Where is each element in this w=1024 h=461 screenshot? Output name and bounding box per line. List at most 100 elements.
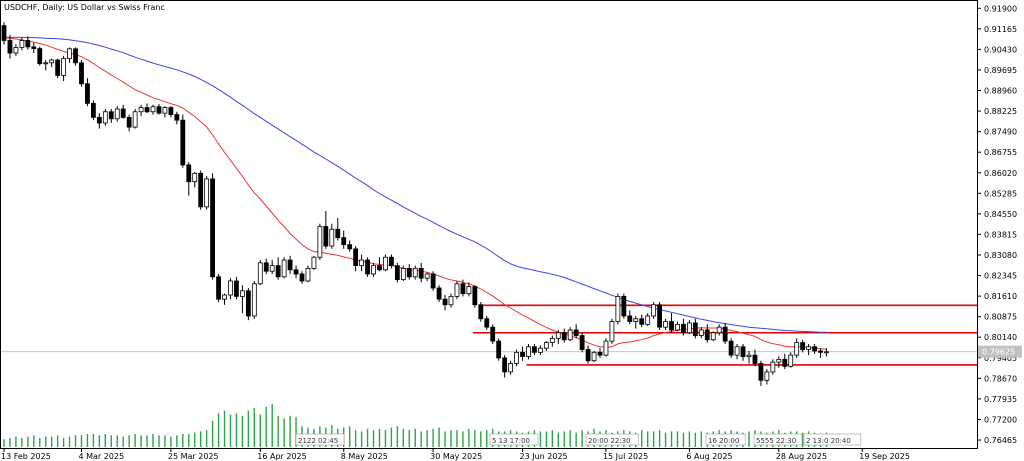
candle bbox=[788, 352, 794, 368]
x-tick-label: 8 May 2025 bbox=[341, 452, 388, 461]
y-tick-label: 0.85285 bbox=[984, 189, 1017, 198]
candle bbox=[329, 223, 335, 249]
candle bbox=[192, 171, 198, 188]
candle bbox=[764, 369, 770, 385]
candle-body-down bbox=[436, 287, 442, 300]
candle-body-up bbox=[794, 342, 800, 356]
candle-body-down bbox=[126, 116, 132, 128]
candle-body-up bbox=[716, 326, 722, 334]
candle-body-up bbox=[192, 172, 198, 183]
candle bbox=[794, 338, 800, 358]
candle bbox=[538, 345, 543, 356]
candle-body-down bbox=[406, 268, 412, 278]
candle bbox=[770, 359, 776, 375]
event-box bbox=[753, 433, 803, 446]
candle bbox=[126, 114, 132, 132]
event-box bbox=[295, 433, 345, 446]
candle bbox=[716, 324, 722, 336]
candle bbox=[651, 301, 657, 319]
x-tick-label: 28 Aug 2025 bbox=[776, 452, 827, 461]
candle bbox=[281, 257, 287, 279]
candle-body-down bbox=[1, 25, 7, 41]
candle bbox=[704, 324, 710, 343]
candle-body-up bbox=[269, 265, 275, 272]
candle-body-up bbox=[257, 262, 263, 285]
event-label: 5 13 17:00 bbox=[492, 437, 530, 445]
candle bbox=[812, 343, 817, 354]
candle-body-down bbox=[782, 358, 788, 367]
candle-body-up bbox=[764, 371, 770, 381]
candle-body-up bbox=[663, 321, 668, 328]
candle-body-down bbox=[85, 83, 90, 104]
candle bbox=[496, 338, 502, 361]
candle-body-up bbox=[424, 273, 430, 279]
y-tick-label: 0.83080 bbox=[984, 251, 1017, 260]
candlesticks bbox=[1, 22, 829, 386]
candle bbox=[388, 254, 394, 269]
y-tick-label: 0.91900 bbox=[984, 4, 1017, 13]
candle bbox=[31, 42, 37, 54]
candle bbox=[186, 162, 192, 196]
candle bbox=[359, 254, 365, 272]
candle bbox=[132, 108, 138, 129]
candle-body-down bbox=[460, 283, 466, 294]
candle bbox=[55, 58, 61, 79]
candle bbox=[567, 327, 573, 342]
candle bbox=[633, 315, 639, 329]
candle bbox=[585, 345, 591, 364]
candle bbox=[406, 264, 412, 280]
candle-body-up bbox=[317, 226, 323, 258]
candle bbox=[609, 318, 615, 344]
y-tick-label: 0.88225 bbox=[984, 107, 1017, 116]
candle bbox=[591, 350, 597, 363]
candle bbox=[120, 104, 126, 119]
candle bbox=[162, 106, 168, 118]
candle bbox=[323, 211, 329, 249]
candle bbox=[746, 350, 752, 364]
candle-body-up bbox=[448, 295, 454, 306]
candle bbox=[681, 318, 686, 336]
candle bbox=[222, 293, 227, 305]
candle bbox=[424, 272, 430, 282]
candle-body-down bbox=[627, 315, 633, 322]
candle bbox=[13, 44, 19, 56]
candle bbox=[85, 78, 90, 107]
candle-body-up bbox=[251, 283, 257, 317]
y-tick-label: 0.79405 bbox=[984, 354, 1017, 363]
event-box bbox=[705, 433, 746, 446]
candle bbox=[311, 255, 317, 270]
candle bbox=[377, 257, 382, 272]
candle bbox=[1, 22, 7, 45]
ma-slow-line bbox=[4, 36, 827, 333]
chart-title: USDCHF, Daily: US Dollar vs Swiss Franc bbox=[4, 3, 165, 12]
candle-body-up bbox=[538, 347, 543, 353]
candle-body-down bbox=[740, 346, 746, 357]
x-tick-label: 4 Mar 2025 bbox=[78, 452, 124, 461]
current-price-tag bbox=[978, 345, 1022, 358]
candle bbox=[514, 349, 519, 367]
candle bbox=[466, 282, 472, 297]
candle-body-down bbox=[79, 62, 84, 85]
current-price-label: 0.79625 bbox=[982, 348, 1015, 357]
candle bbox=[108, 108, 114, 123]
candle bbox=[639, 314, 645, 328]
candle-body-up bbox=[67, 48, 72, 60]
y-tick-label: 0.78670 bbox=[984, 374, 1017, 383]
candle-body-up bbox=[687, 322, 692, 334]
candle-body-up bbox=[806, 346, 811, 350]
y-tick-label: 0.86755 bbox=[984, 148, 1017, 157]
candle-body-up bbox=[549, 337, 555, 343]
candle-body-up bbox=[591, 351, 597, 362]
candle-body-up bbox=[114, 108, 120, 120]
candle bbox=[102, 108, 108, 126]
candle bbox=[287, 255, 293, 275]
candle-body-down bbox=[520, 351, 525, 357]
x-tick-label: 16 Apr 2025 bbox=[257, 452, 306, 461]
candle bbox=[216, 274, 221, 302]
candle bbox=[603, 338, 609, 357]
candle-body-up bbox=[746, 354, 752, 357]
candle-body-up bbox=[770, 361, 776, 373]
candle-body-down bbox=[502, 357, 508, 373]
candle-body-up bbox=[698, 329, 704, 336]
